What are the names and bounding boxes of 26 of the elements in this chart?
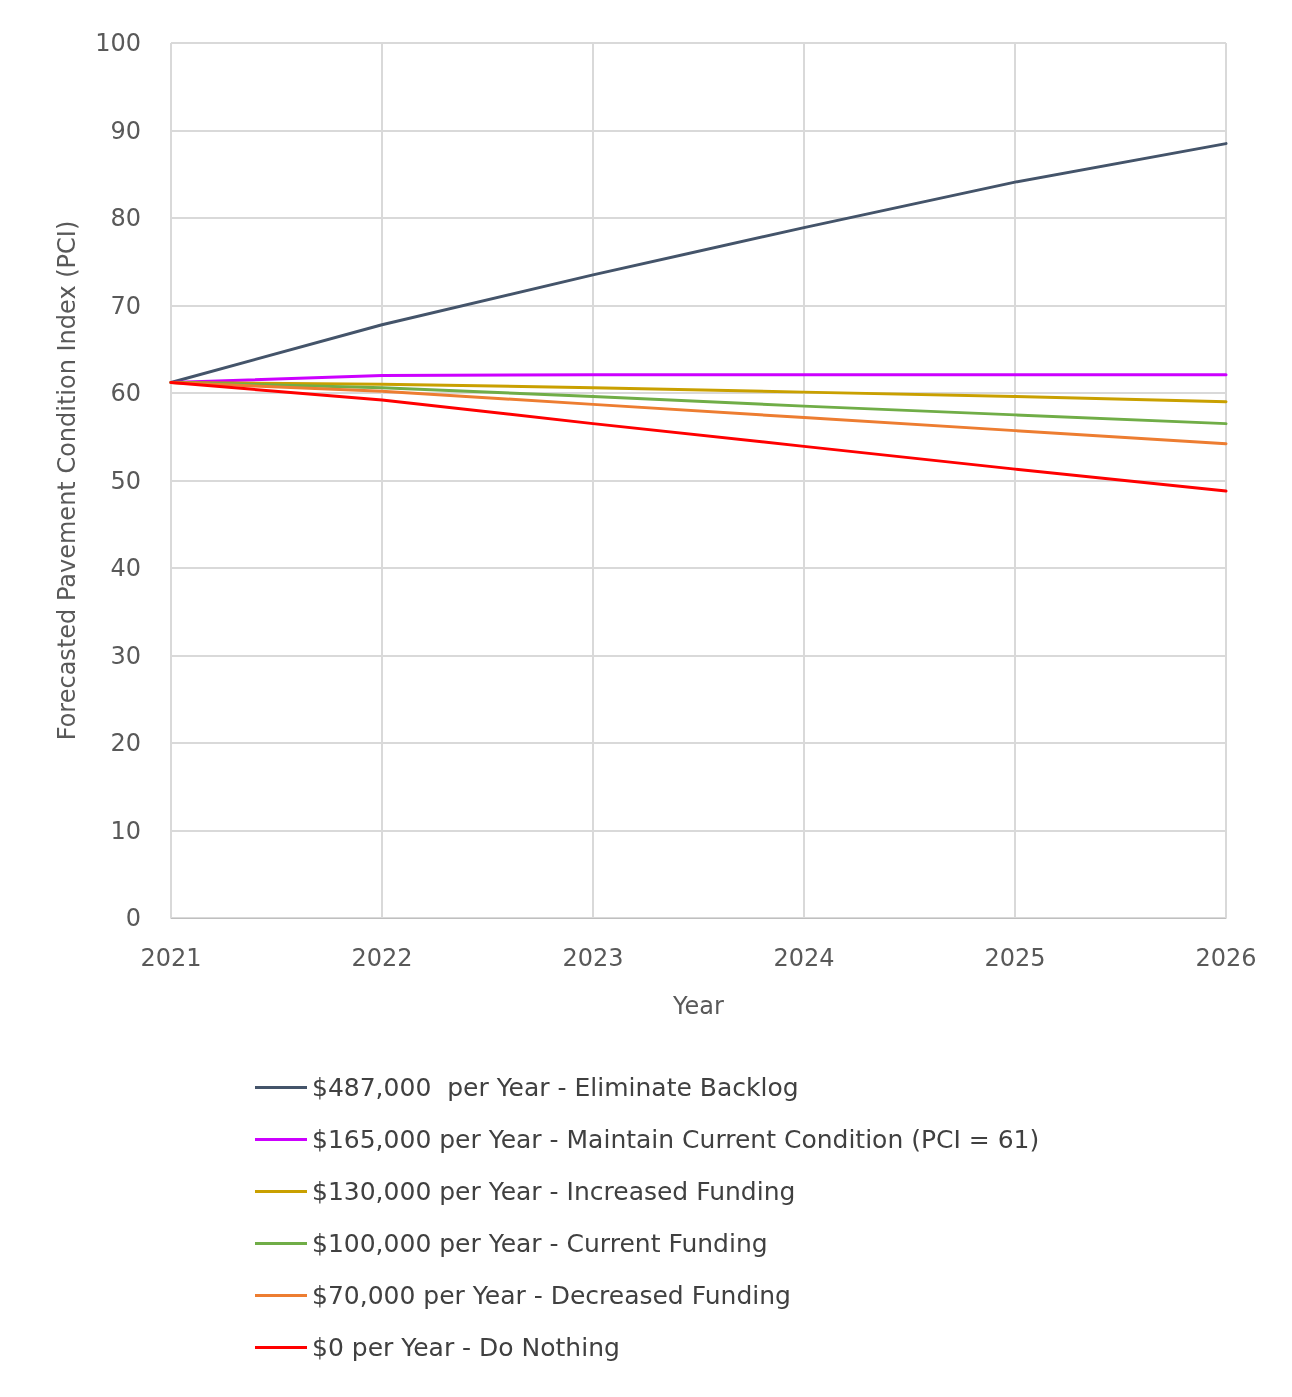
y-tick-label: 100 bbox=[95, 29, 141, 57]
x-tick-label: 2022 bbox=[351, 944, 413, 972]
y-tick-label: 60 bbox=[110, 379, 141, 407]
y-tick-label: 0 bbox=[125, 904, 141, 932]
y-tick-label: 30 bbox=[110, 641, 141, 670]
x-tick-label: 2025 bbox=[984, 944, 1046, 972]
y-tick-label: 40 bbox=[110, 554, 141, 582]
x-tick-label: 2024 bbox=[773, 944, 835, 972]
y-tick-label: 70 bbox=[110, 291, 141, 320]
y-tick-label: 20 bbox=[110, 729, 141, 757]
x-tick-label: 2021 bbox=[140, 944, 202, 972]
y-tick-label: 10 bbox=[110, 816, 141, 845]
legend-label: $70,000 per Year - Decreased Funding bbox=[312, 1281, 791, 1310]
legend-label: $100,000 per Year - Current Funding bbox=[312, 1229, 768, 1258]
line-series bbox=[169, 381, 1228, 493]
y-axis-title: Forecasted Pavement Condition Index (PCI) bbox=[53, 220, 81, 741]
legend-label: $0 per Year - Do Nothing bbox=[312, 1333, 620, 1362]
legend-label: $165,000 per Year - Maintain Current Condition (PCI = 61) bbox=[312, 1125, 1040, 1154]
x-tick-label: 2026 bbox=[1195, 944, 1257, 972]
x-tick-label: 2023 bbox=[562, 944, 624, 972]
y-tick-label: 50 bbox=[110, 466, 141, 495]
y-tick-label: 80 bbox=[110, 204, 141, 232]
y-tick-label: 90 bbox=[110, 116, 141, 145]
x-axis-title: Year bbox=[672, 992, 725, 1020]
legend-label: $487,000 per Year - Eliminate Backlog bbox=[312, 1073, 799, 1102]
legend-label: $130,000 per Year - Increased Funding bbox=[312, 1177, 796, 1206]
